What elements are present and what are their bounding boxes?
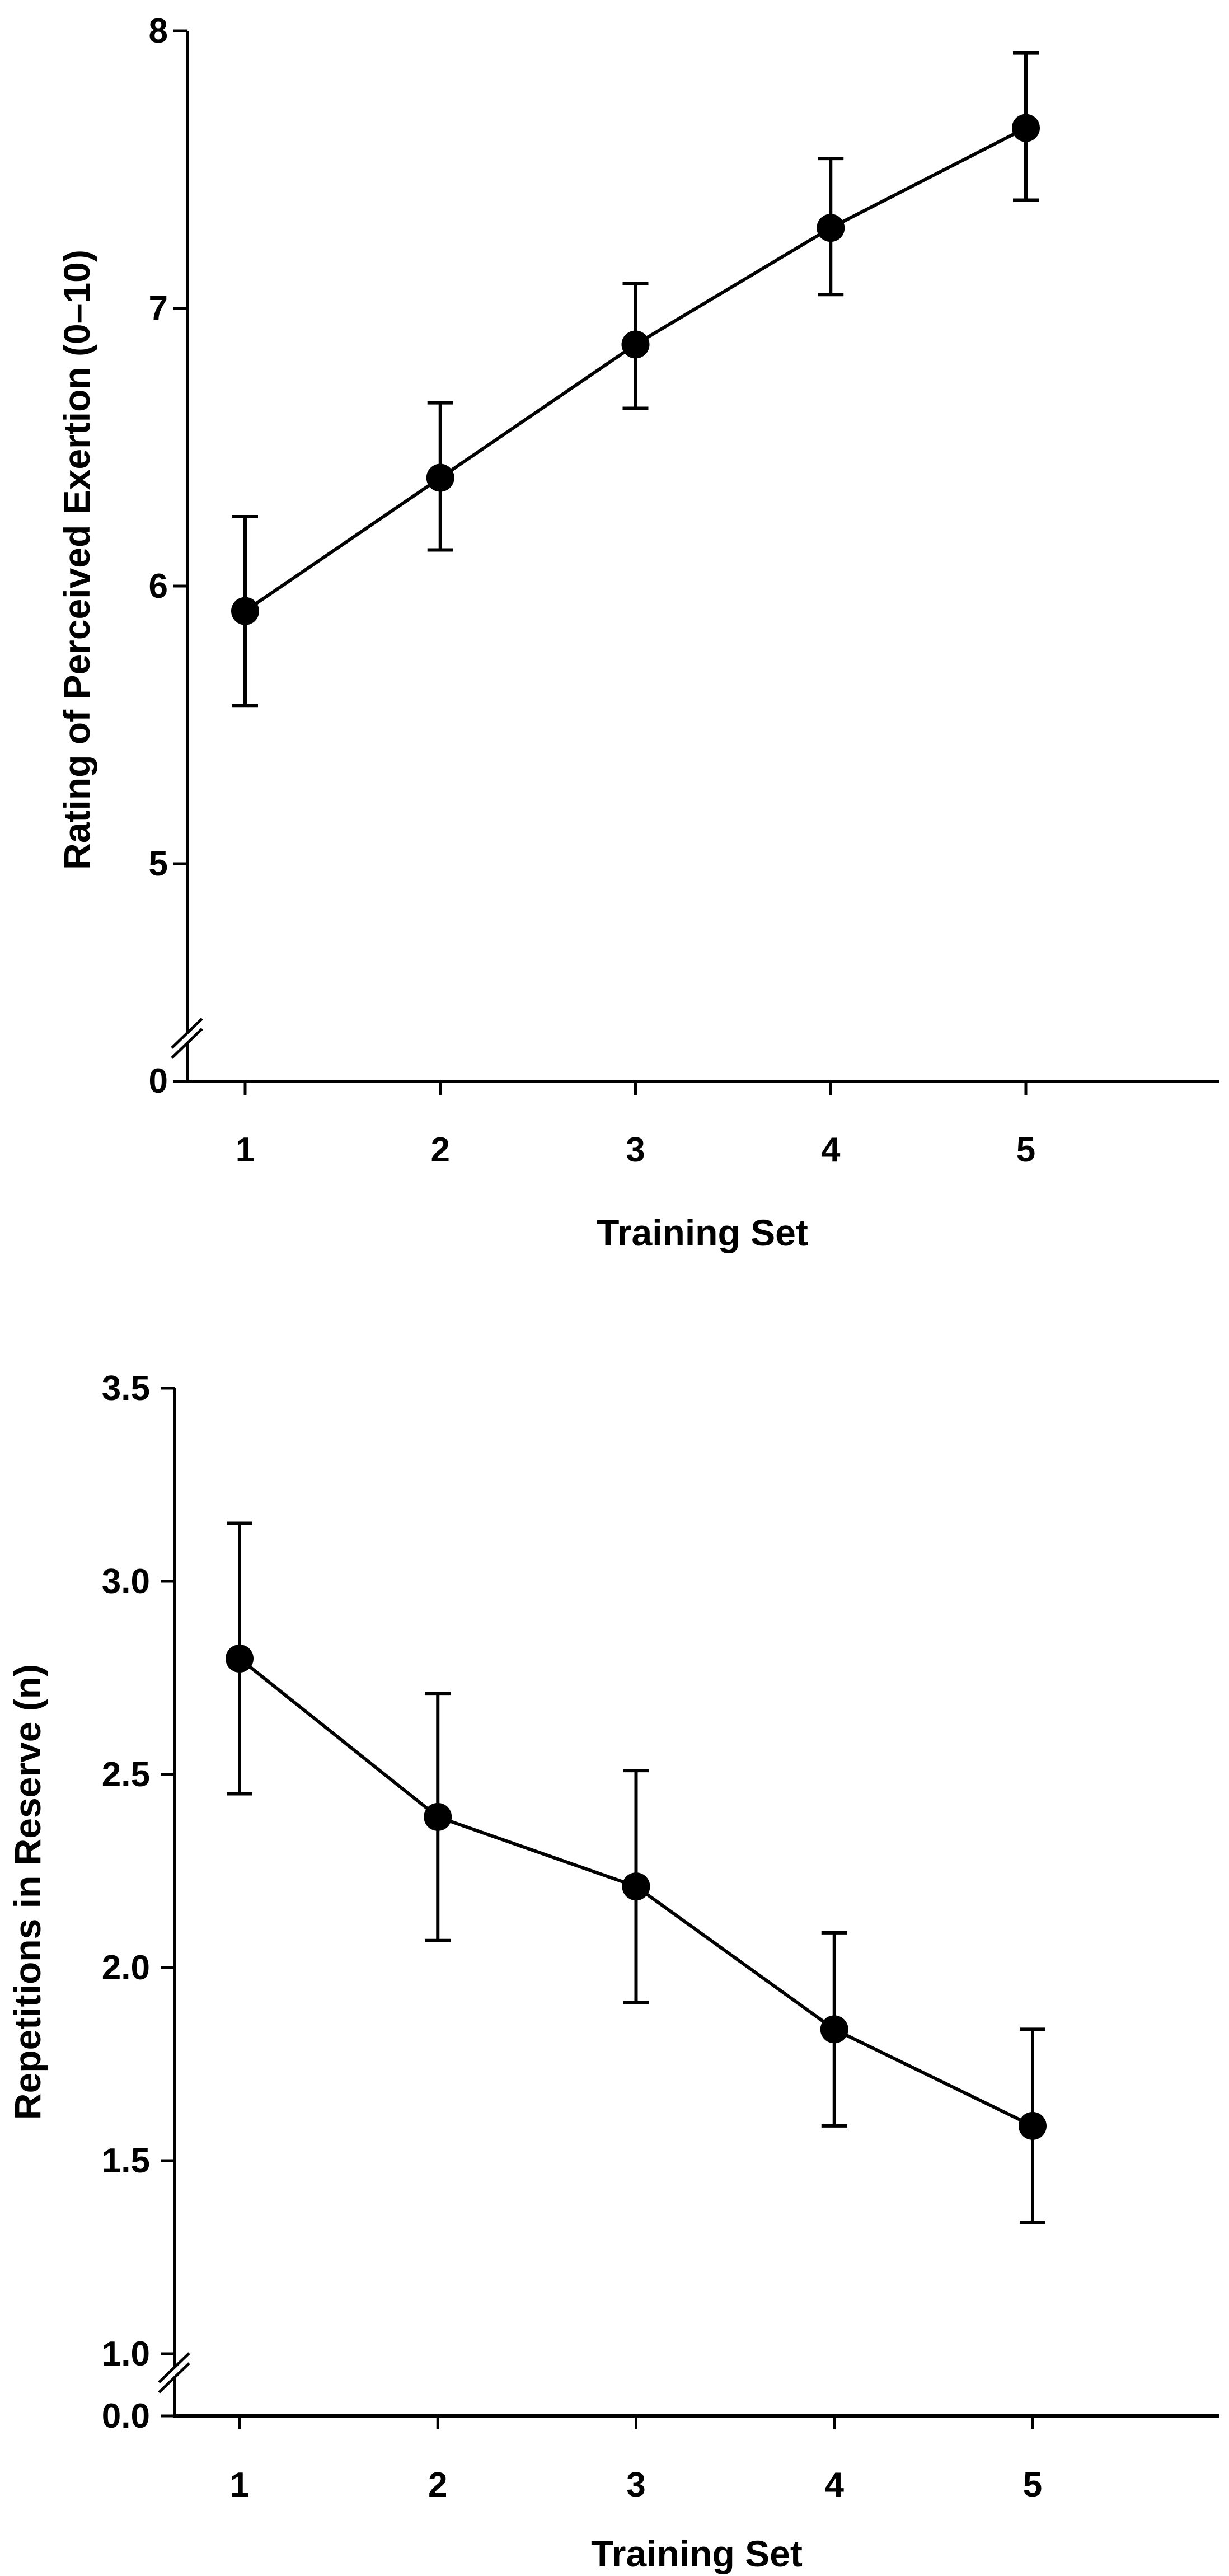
rir-x-tick-label: 2 bbox=[428, 2466, 447, 2504]
rpe-data-point bbox=[426, 463, 454, 492]
rir-x-tick-label: 4 bbox=[825, 2466, 845, 2504]
rir-y-tick-label: 2.5 bbox=[102, 1755, 150, 1794]
rir-y-axis bbox=[158, 1388, 190, 2416]
panel-rpe: 5 6 7 8 1 2 3 4 5 0 Training Set Rating of Perc… bbox=[56, 12, 1219, 1253]
rpe-points bbox=[231, 114, 1040, 625]
rpe-axis-break-mark-1 bbox=[171, 1018, 203, 1049]
rpe-y-tick-label: 5 bbox=[149, 845, 168, 883]
rir-x-ticks: 1 2 3 4 5 bbox=[230, 2416, 1042, 2504]
rir-data-point bbox=[622, 1872, 650, 1901]
rpe-data-point bbox=[817, 214, 845, 242]
rpe-data-point bbox=[621, 330, 650, 359]
rpe-data-point bbox=[1012, 114, 1040, 142]
rir-x-tick-label: 3 bbox=[626, 2466, 645, 2504]
rir-axis-break-mark-2 bbox=[158, 2362, 190, 2394]
rir-y-tick-label: 1.5 bbox=[102, 2142, 150, 2180]
rpe-axis-break-mark-2 bbox=[171, 1028, 203, 1059]
rpe-error-bars bbox=[232, 51, 1039, 708]
panel-rir: 1.0 1.5 2.0 2.5 3.0 3.5 1 2 3 4 5 0.0 Training Se… bbox=[7, 1369, 1219, 2574]
rpe-y-tick-label: 6 bbox=[149, 567, 168, 606]
rir-x-axis-title: Training Set bbox=[591, 2533, 803, 2574]
rir-data-point bbox=[1019, 2111, 1047, 2140]
rir-y-axis-title: Repetitions in Reserve (n) bbox=[7, 1664, 48, 2120]
rpe-x-tick-label: 4 bbox=[821, 1131, 841, 1169]
rir-data-point bbox=[226, 1645, 254, 1673]
rir-x-tick-label: 1 bbox=[230, 2466, 249, 2504]
rir-points bbox=[226, 1645, 1047, 2140]
rpe-x-tick-label: 2 bbox=[431, 1131, 450, 1169]
rpe-y-axis bbox=[171, 31, 203, 1081]
rir-y-tick-label: 2.0 bbox=[102, 1949, 150, 1987]
rpe-x-tick-label: 5 bbox=[1016, 1131, 1035, 1169]
rir-break-label: 0.0 bbox=[102, 2397, 150, 2436]
rpe-y-tick-label: 8 bbox=[149, 12, 168, 50]
rir-x-tick-label: 5 bbox=[1023, 2466, 1042, 2504]
rir-y-tick-label: 1.0 bbox=[102, 2335, 150, 2373]
rpe-y-ticks: 5 6 7 8 bbox=[149, 12, 187, 1083]
rir-axis-break-mark-1 bbox=[158, 2352, 190, 2383]
rir-y-ticks: 1.0 1.5 2.0 2.5 3.0 3.5 bbox=[102, 1369, 175, 2418]
rpe-x-tick-label: 1 bbox=[236, 1131, 255, 1169]
rpe-data-point bbox=[231, 597, 259, 625]
rir-data-point bbox=[820, 2015, 848, 2044]
rpe-y-tick-label: 7 bbox=[149, 289, 168, 328]
rpe-x-ticks: 1 2 3 4 5 bbox=[236, 1081, 1035, 1169]
rir-data-point bbox=[424, 1802, 452, 1831]
rpe-x-axis-title: Training Set bbox=[597, 1212, 808, 1253]
rir-y-tick-label: 3.0 bbox=[102, 1562, 150, 1601]
rpe-break-label: 0 bbox=[149, 1062, 168, 1100]
rpe-x-tick-label: 3 bbox=[626, 1131, 645, 1169]
rir-y-tick-label: 3.5 bbox=[102, 1369, 150, 1408]
rpe-y-axis-title: Rating of Perceived Exertion (0–10) bbox=[56, 250, 97, 870]
